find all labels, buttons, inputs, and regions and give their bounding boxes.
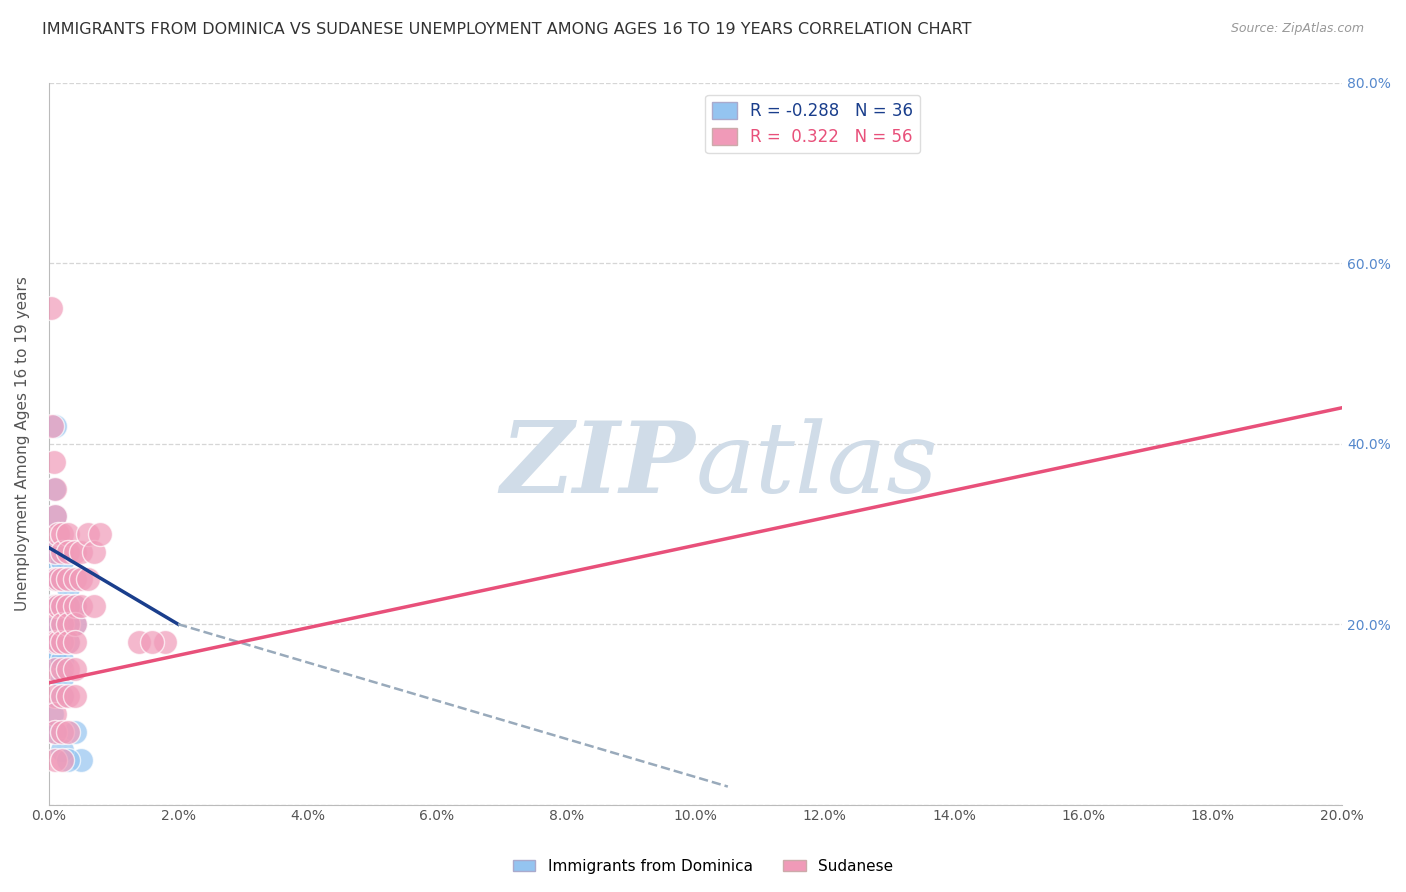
Point: [56, 617, 79, 632]
Point: [56, 581, 79, 595]
Point: [83, 545, 105, 559]
Legend: Immigrants from Dominica, Sudanese: Immigrants from Dominica, Sudanese: [506, 853, 900, 880]
Point: [56, 752, 79, 766]
Point: [70, 572, 93, 586]
Point: [51, 752, 73, 766]
Point: [42, 455, 65, 469]
Point: [44, 572, 66, 586]
Point: [41, 418, 63, 433]
Point: [56, 662, 79, 676]
Point: [41, 707, 63, 722]
Point: [44, 545, 66, 559]
Point: [83, 599, 105, 614]
Point: [51, 599, 73, 614]
Point: [44, 725, 66, 739]
Point: [48, 635, 70, 649]
Point: [39, 301, 62, 316]
Text: ZIP: ZIP: [501, 417, 696, 514]
Point: [70, 752, 93, 766]
Point: [51, 599, 73, 614]
Point: [44, 635, 66, 649]
Point: [56, 635, 79, 649]
Point: [56, 572, 79, 586]
Point: [51, 725, 73, 739]
Point: [44, 707, 66, 722]
Point: [51, 635, 73, 649]
Point: [56, 617, 79, 632]
Text: atlas: atlas: [696, 417, 938, 513]
Point: [56, 599, 79, 614]
Point: [44, 635, 66, 649]
Point: [128, 635, 150, 649]
Point: [44, 508, 66, 523]
Point: [44, 572, 66, 586]
Point: [51, 572, 73, 586]
Point: [51, 617, 73, 632]
Point: [44, 725, 66, 739]
Point: [63, 662, 86, 676]
Point: [141, 635, 163, 649]
Point: [51, 690, 73, 704]
Point: [56, 635, 79, 649]
Point: [51, 635, 73, 649]
Point: [48, 635, 70, 649]
Point: [44, 508, 66, 523]
Point: [76, 572, 98, 586]
Point: [56, 527, 79, 541]
Point: [44, 752, 66, 766]
Point: [63, 572, 86, 586]
Point: [56, 690, 79, 704]
Point: [70, 599, 93, 614]
Point: [51, 743, 73, 757]
Point: [44, 617, 66, 632]
Point: [153, 635, 176, 649]
Point: [48, 599, 70, 614]
Point: [42, 482, 65, 496]
Point: [51, 554, 73, 568]
Point: [76, 527, 98, 541]
Point: [51, 572, 73, 586]
Point: [56, 545, 79, 559]
Point: [44, 617, 66, 632]
Point: [51, 662, 73, 676]
Point: [48, 599, 70, 614]
Legend: R = -0.288   N = 36, R =  0.322   N = 56: R = -0.288 N = 36, R = 0.322 N = 56: [706, 95, 920, 153]
Point: [63, 617, 86, 632]
Point: [44, 599, 66, 614]
Point: [51, 653, 73, 667]
Point: [48, 527, 70, 541]
Point: [63, 617, 86, 632]
Text: Source: ZipAtlas.com: Source: ZipAtlas.com: [1230, 22, 1364, 36]
Point: [41, 554, 63, 568]
Point: [63, 690, 86, 704]
Point: [44, 599, 66, 614]
Point: [56, 725, 79, 739]
Point: [63, 599, 86, 614]
Point: [41, 599, 63, 614]
Point: [51, 617, 73, 632]
Point: [63, 545, 86, 559]
Point: [44, 653, 66, 667]
Point: [89, 527, 111, 541]
Point: [56, 599, 79, 614]
Point: [44, 418, 66, 433]
Point: [44, 662, 66, 676]
Point: [63, 635, 86, 649]
Point: [51, 545, 73, 559]
Point: [48, 617, 70, 632]
Y-axis label: Unemployment Among Ages 16 to 19 years: Unemployment Among Ages 16 to 19 years: [15, 277, 30, 611]
Point: [48, 572, 70, 586]
Point: [51, 671, 73, 685]
Point: [63, 725, 86, 739]
Point: [51, 690, 73, 704]
Text: IMMIGRANTS FROM DOMINICA VS SUDANESE UNEMPLOYMENT AMONG AGES 16 TO 19 YEARS CORR: IMMIGRANTS FROM DOMINICA VS SUDANESE UNE…: [42, 22, 972, 37]
Point: [70, 545, 93, 559]
Point: [44, 644, 66, 658]
Point: [44, 482, 66, 496]
Point: [48, 572, 70, 586]
Point: [44, 690, 66, 704]
Point: [63, 599, 86, 614]
Point: [44, 545, 66, 559]
Point: [51, 527, 73, 541]
